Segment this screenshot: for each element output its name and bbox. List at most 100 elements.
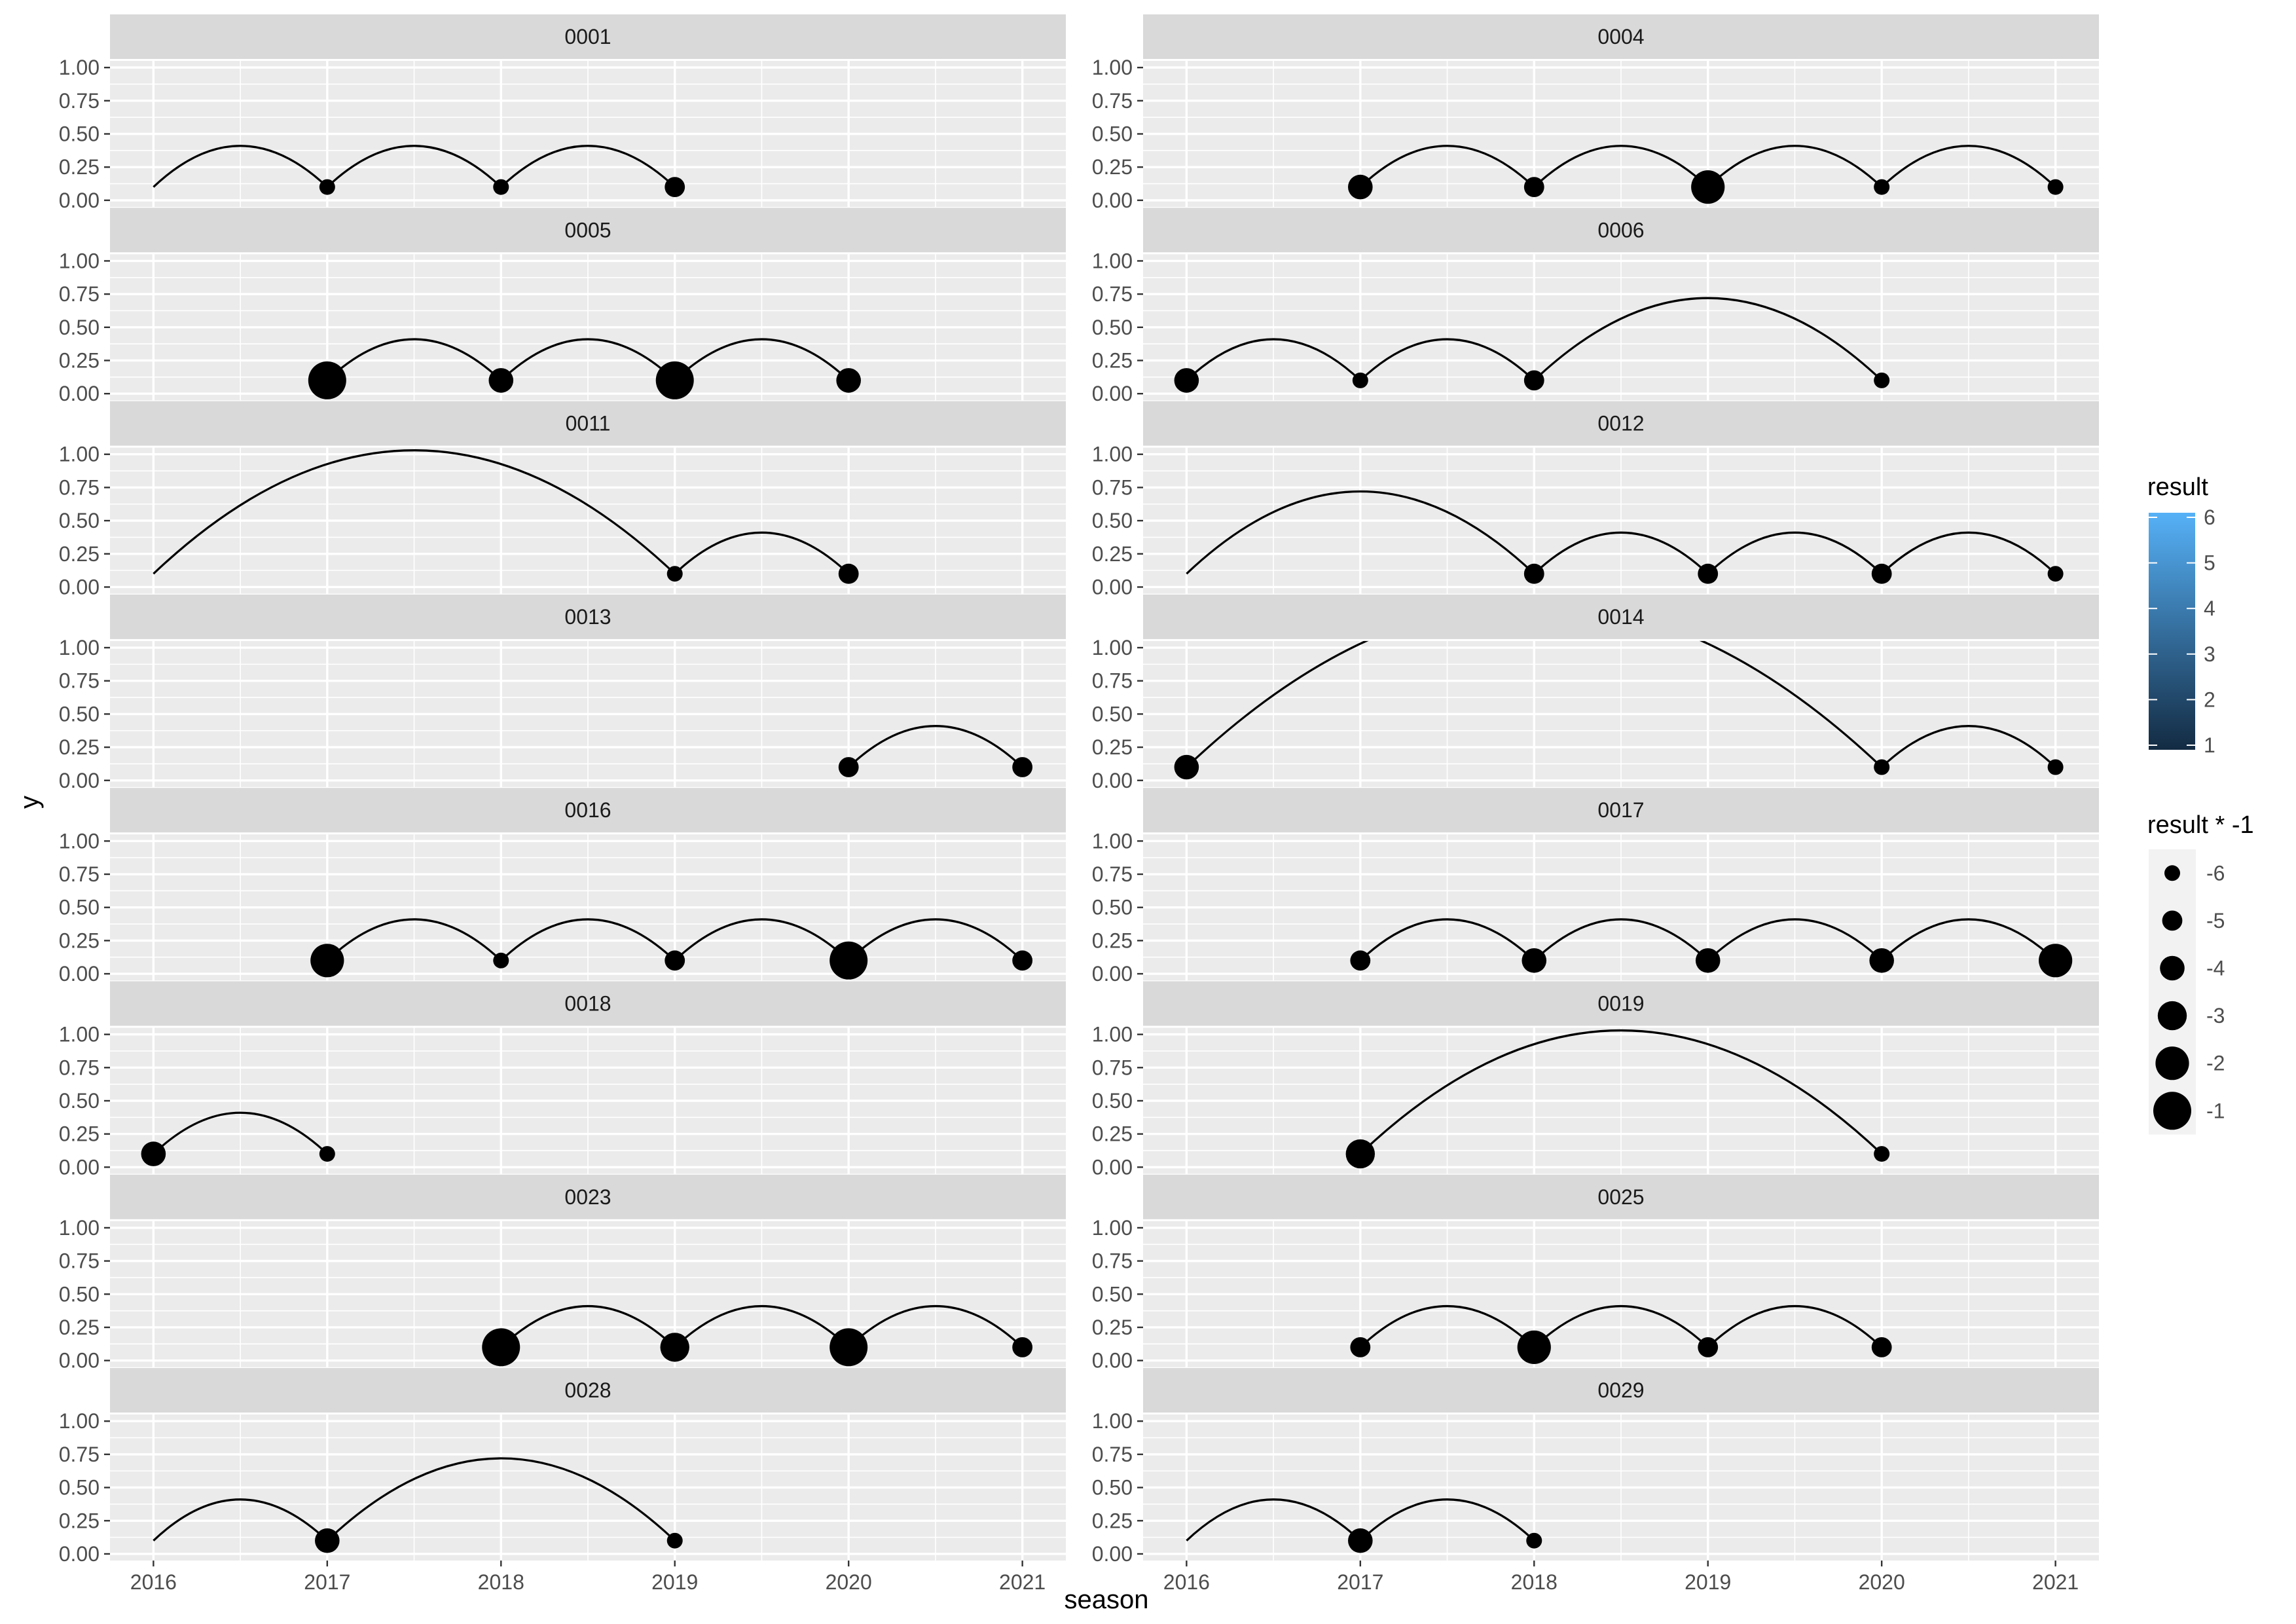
y-tick-label: 0.75 xyxy=(59,282,100,306)
y-tick-label: 0.50 xyxy=(59,1089,100,1113)
y-tick-label: 0.75 xyxy=(59,1443,100,1466)
x-tick-label: 2019 xyxy=(651,1570,698,1594)
size-legend-title: result * -1 xyxy=(2147,811,2254,839)
point-2021 xyxy=(2047,179,2064,195)
arc-2017-2019 xyxy=(326,1457,676,1541)
color-bar xyxy=(2149,513,2195,750)
x-tick-label: 2018 xyxy=(1511,1570,1558,1594)
y-tick-label: 0.50 xyxy=(59,509,100,532)
arc-layer xyxy=(326,338,850,382)
arc-2018-2019 xyxy=(500,918,676,961)
facet-strip xyxy=(110,981,1066,1026)
color-legend-label: 4 xyxy=(2204,597,2215,620)
facet-panel-0018: 0018 0.00 0.25 0.50 0.75 1.00 xyxy=(59,981,1066,1179)
y-tick-label: 1.00 xyxy=(1092,1409,1133,1433)
arc-2018-2019 xyxy=(1533,918,1709,961)
y-tick-label: 0.50 xyxy=(59,702,100,726)
point-2020 xyxy=(829,1328,868,1367)
facet-strip xyxy=(110,1174,1066,1219)
arc-2020-2021 xyxy=(848,918,1023,961)
arc-2018-2020 xyxy=(1533,297,1883,382)
point-2018 xyxy=(1517,1330,1551,1364)
facet-strip-label: 0025 xyxy=(1597,1185,1644,1209)
arc-2019-2020 xyxy=(674,531,850,575)
y-tick-label: 0.00 xyxy=(59,962,100,986)
point-2020 xyxy=(838,757,859,777)
arc-layer xyxy=(1186,1498,1535,1541)
y-tick-label: 1.00 xyxy=(59,1216,100,1240)
facet-strip xyxy=(1143,788,2099,833)
y-tick-label: 0.25 xyxy=(59,155,100,179)
y-tick-label: 0.75 xyxy=(1092,475,1133,499)
size-legend-key-background xyxy=(2149,849,2196,1135)
size-legend-label: -3 xyxy=(2206,1004,2225,1027)
arc-layer xyxy=(500,1305,1023,1348)
y-tick-label: 0.50 xyxy=(59,1476,100,1500)
facet-strip-label: 0016 xyxy=(564,798,611,822)
color-legend-label: 2 xyxy=(2204,688,2215,711)
color-legend-label: 5 xyxy=(2204,551,2215,575)
facet-strip-label: 0014 xyxy=(1597,605,1644,629)
arc-layer xyxy=(1186,297,1883,382)
point-2019 xyxy=(655,361,694,399)
y-tick-label: 0.50 xyxy=(59,896,100,919)
point-2021 xyxy=(2047,759,2064,775)
y-tick-label: 0.00 xyxy=(1092,575,1133,599)
point-2021 xyxy=(2047,566,2064,582)
point-2019 xyxy=(665,177,685,197)
arc-layer xyxy=(1359,1305,1883,1348)
size-legend-key xyxy=(2157,1001,2187,1031)
y-tick-label: 0.75 xyxy=(59,862,100,886)
y-tick-label: 0.75 xyxy=(1092,89,1133,113)
x-tick-label: 2017 xyxy=(1337,1570,1383,1594)
point-2016 xyxy=(1174,754,1199,780)
arc-2016-2019 xyxy=(153,449,676,575)
arc-2019-2020 xyxy=(1707,145,1883,188)
arc-2017-2020 xyxy=(1359,1029,1883,1155)
facet-strip xyxy=(1143,1368,2099,1413)
arc-2016-2017 xyxy=(1186,338,1361,382)
point-2020 xyxy=(1874,372,1890,388)
facet-panel-0013: 0013 0.00 0.25 0.50 0.75 1.00 xyxy=(59,594,1066,792)
y-tick-label: 1.00 xyxy=(59,249,100,272)
size-legend-label: -5 xyxy=(2206,909,2225,932)
point-2020 xyxy=(1871,1337,1892,1357)
arc-2019-2020 xyxy=(674,338,850,382)
facet-panel-0028: 0028 0.00 0.25 0.50 0.75 1.00 2016 2017 2018 2019… xyxy=(59,1368,1066,1594)
y-tick-label: 0.00 xyxy=(1092,962,1133,986)
facet-panel-0017: 0017 0.00 0.25 0.50 0.75 1.00 xyxy=(1092,788,2099,986)
y-tick-label: 0.00 xyxy=(59,1155,100,1179)
point-2018 xyxy=(1523,177,1544,197)
point-2021 xyxy=(1012,1337,1033,1357)
arc-2016-2017 xyxy=(153,1498,328,1541)
arc-layer xyxy=(153,1457,676,1541)
point-2019 xyxy=(1695,948,1721,973)
point-2017 xyxy=(319,179,335,195)
facet-panel-0006: 0006 0.00 0.25 0.50 0.75 1.00 xyxy=(1092,208,2099,405)
y-tick-label: 0.50 xyxy=(1092,122,1133,146)
point-2019 xyxy=(666,1532,683,1549)
y-tick-label: 0.75 xyxy=(1092,1443,1133,1466)
size-legend-label: -1 xyxy=(2206,1099,2225,1122)
y-tick-label: 1.00 xyxy=(59,829,100,853)
y-tick-label: 0.00 xyxy=(59,575,100,599)
arc-layer xyxy=(1359,145,2056,188)
y-tick-label: 0.25 xyxy=(1092,542,1133,566)
y-tick-label: 0.00 xyxy=(1092,769,1133,792)
point-2021 xyxy=(2039,944,2073,978)
color-legend-label: 1 xyxy=(2204,733,2215,757)
y-tick-label: 0.50 xyxy=(59,122,100,146)
x-tick-label: 2019 xyxy=(1685,1570,1731,1594)
y-tick-label: 1.00 xyxy=(1092,1216,1133,1240)
y-tick-label: 1.00 xyxy=(59,56,100,79)
point-2016 xyxy=(1174,368,1199,393)
y-tick-label: 1.00 xyxy=(59,636,100,659)
facet-strip xyxy=(1143,208,2099,253)
y-tick-label: 1.00 xyxy=(1092,443,1133,466)
arc-2017-2018 xyxy=(1359,338,1535,382)
arc-2018-2019 xyxy=(500,145,676,188)
arc-2017-2018 xyxy=(326,145,502,188)
x-tick-label: 2018 xyxy=(478,1570,524,1594)
facet-panel-0014: 0014 0.00 0.25 0.50 0.75 1.00 xyxy=(1092,594,2099,792)
